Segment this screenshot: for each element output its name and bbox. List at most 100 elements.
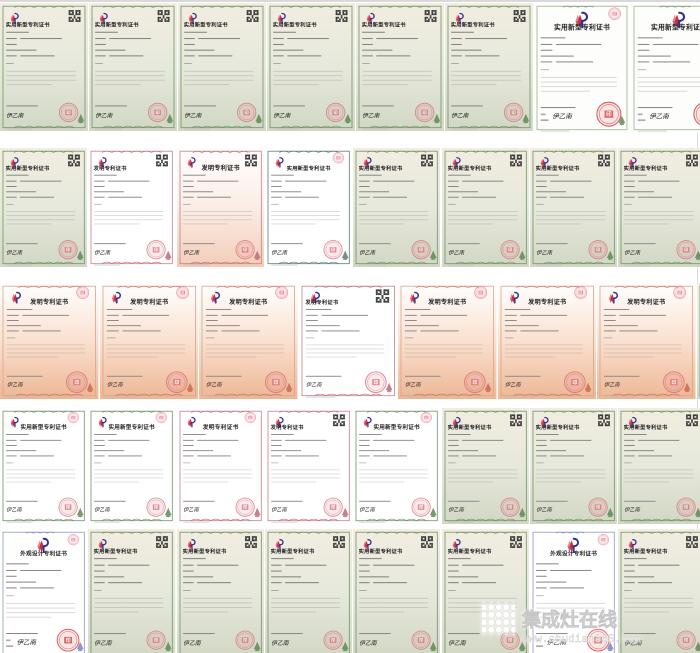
svg-text:实用新型专利证书: 实用新型专利证书 <box>359 164 403 172</box>
svg-text:伊乙南: 伊乙南 <box>94 249 112 256</box>
svg-text:印: 印 <box>684 637 688 644</box>
svg-text:实用新型专利证书: 实用新型专利证书 <box>624 423 668 431</box>
svg-text:实用新型专利证书: 实用新型专利证书 <box>6 20 50 28</box>
svg-text:印: 印 <box>81 290 84 294</box>
svg-text:伊乙南: 伊乙南 <box>183 507 199 514</box>
svg-text:伊乙南: 伊乙南 <box>206 382 222 389</box>
svg-text:伊乙南: 伊乙南 <box>94 640 113 647</box>
svg-text:实用新型专利证书: 实用新型专利证书 <box>287 164 331 172</box>
svg-text:伊乙南: 伊乙南 <box>405 382 421 389</box>
svg-text:伊乙南: 伊乙南 <box>94 507 110 514</box>
svg-text:实用新型专利证书: 实用新型专利证书 <box>624 547 668 555</box>
svg-text:印: 印 <box>671 379 676 386</box>
svg-text:印: 印 <box>423 109 427 116</box>
svg-text:伊乙南: 伊乙南 <box>604 382 620 389</box>
svg-text:实用新型专利证书: 实用新型专利证书 <box>359 547 403 555</box>
svg-text:印: 印 <box>512 109 516 116</box>
svg-text:发明专利证书: 发明专利证书 <box>228 298 268 306</box>
svg-text:发明专利证书: 发明专利证书 <box>29 298 69 306</box>
svg-text:伊乙南: 伊乙南 <box>624 249 642 256</box>
svg-text:伊乙南: 伊乙南 <box>624 640 643 647</box>
svg-text:印: 印 <box>419 637 423 644</box>
svg-text:发明专利证书: 发明专利证书 <box>626 298 666 306</box>
svg-text:印: 印 <box>472 379 477 386</box>
svg-text:伊乙南: 伊乙南 <box>6 112 24 119</box>
svg-text:外观设计专利证书: 外观设计专利证书 <box>549 550 597 558</box>
svg-text:印: 印 <box>66 246 70 253</box>
svg-text:印: 印 <box>156 109 160 116</box>
svg-text:实用新型专利证书: 实用新型专利证书 <box>184 20 228 28</box>
svg-text:伊乙南: 伊乙南 <box>504 382 520 389</box>
svg-text:印: 印 <box>154 246 158 253</box>
svg-text:印: 印 <box>507 637 511 644</box>
svg-text:印: 印 <box>419 504 423 511</box>
svg-text:实用新型专利证书: 实用新型专利证书 <box>374 423 420 431</box>
svg-text:伊乙南: 伊乙南 <box>7 382 23 389</box>
svg-text:印: 印 <box>174 379 179 386</box>
svg-text:实用新型专利证书: 实用新型专利证书 <box>109 423 155 431</box>
svg-text:印: 印 <box>678 290 681 294</box>
svg-text:伊乙南: 伊乙南 <box>536 507 552 514</box>
svg-text:实用新型专利证书: 实用新型专利证书 <box>535 164 579 172</box>
svg-text:伊乙南: 伊乙南 <box>6 507 22 514</box>
svg-text:印: 印 <box>243 246 247 253</box>
svg-text:印: 印 <box>507 504 511 511</box>
svg-text:印: 印 <box>243 504 247 511</box>
svg-text:实用新型专利证书: 实用新型专利证书 <box>271 547 315 555</box>
svg-text:外观设计专利证书: 外观设计专利证书 <box>19 550 67 558</box>
svg-text:伊乙南: 伊乙南 <box>451 112 469 119</box>
svg-text:伊乙南: 伊乙南 <box>271 640 290 647</box>
svg-text:伊乙南: 伊乙南 <box>546 639 567 647</box>
svg-text:伊乙南: 伊乙南 <box>183 640 202 647</box>
svg-text:印: 印 <box>273 379 278 386</box>
svg-text:印: 印 <box>419 246 423 253</box>
svg-text:实用新型专利证书: 实用新型专利证书 <box>624 164 668 172</box>
svg-text:伊乙南: 伊乙南 <box>95 112 113 119</box>
svg-text:印: 印 <box>572 379 577 386</box>
svg-text:发明专利证书: 发明专利证书 <box>304 298 338 306</box>
svg-text:实用新型专利证书: 实用新型专利证书 <box>535 423 579 431</box>
svg-text:发明专利证书: 发明专利证书 <box>270 423 304 431</box>
svg-text:印: 印 <box>74 379 79 386</box>
svg-text:印: 印 <box>154 504 158 511</box>
svg-text:印: 印 <box>606 110 612 118</box>
svg-text:伊乙南: 伊乙南 <box>273 112 291 119</box>
svg-text:发明专利证书: 发明专利证书 <box>93 164 127 172</box>
svg-text:伊乙南: 伊乙南 <box>448 507 464 514</box>
svg-text:印: 印 <box>596 246 600 253</box>
svg-text:实用新型专利证书: 实用新型专利证书 <box>554 23 610 32</box>
svg-text:伊乙南: 伊乙南 <box>305 382 321 389</box>
svg-text:印: 印 <box>334 109 338 116</box>
svg-text:实用新型专利证书: 实用新型专利证书 <box>447 164 491 172</box>
svg-text:伊乙南: 伊乙南 <box>362 112 380 119</box>
svg-text:印: 印 <box>613 12 616 16</box>
svg-text:实用新型专利证书: 实用新型专利证书 <box>95 20 139 28</box>
svg-text:印: 印 <box>684 504 688 511</box>
svg-text:实用新型专利证书: 实用新型专利证书 <box>447 547 491 555</box>
svg-text:伊乙南: 伊乙南 <box>17 639 38 647</box>
svg-text:印: 印 <box>507 246 511 253</box>
svg-text:印: 印 <box>596 504 600 511</box>
svg-text:印: 印 <box>181 290 184 294</box>
svg-text:实用新型专利证书: 实用新型专利证书 <box>651 23 700 32</box>
svg-text:印: 印 <box>245 109 249 116</box>
svg-text:印: 印 <box>479 290 482 294</box>
svg-text:伊乙南: 伊乙南 <box>359 507 375 514</box>
svg-text:发明专利证书: 发明专利证书 <box>201 423 238 431</box>
svg-text:伊乙南: 伊乙南 <box>271 249 289 256</box>
svg-text:伊乙南: 伊乙南 <box>624 507 640 514</box>
svg-text:实用新型专利证书: 实用新型专利证书 <box>182 547 226 555</box>
svg-text:伊乙南: 伊乙南 <box>448 640 467 647</box>
svg-text:伊乙南: 伊乙南 <box>359 249 377 256</box>
svg-text:实用新型专利证书: 实用新型专利证书 <box>6 164 50 172</box>
svg-text:发明专利证书: 发明专利证书 <box>527 298 567 306</box>
svg-text:印: 印 <box>66 637 71 644</box>
svg-text:印: 印 <box>331 246 335 253</box>
svg-text:印: 印 <box>280 290 283 294</box>
svg-text:伊乙南: 伊乙南 <box>184 112 202 119</box>
svg-text:伊乙南: 伊乙南 <box>106 382 122 389</box>
svg-text:印: 印 <box>579 290 582 294</box>
svg-text:实用新型专利证书: 实用新型专利证书 <box>362 20 406 28</box>
svg-text:印: 印 <box>243 637 247 644</box>
svg-text:印: 印 <box>373 379 378 386</box>
